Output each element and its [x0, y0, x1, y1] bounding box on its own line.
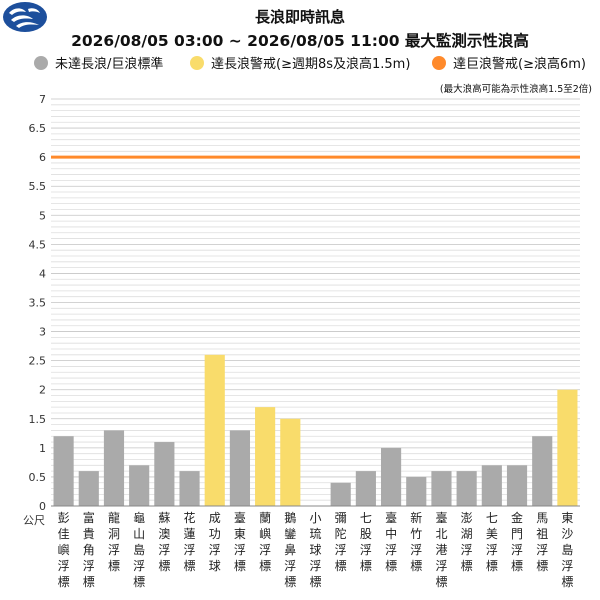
- x-tick-label: 蘇澳浮標: [158, 511, 170, 573]
- x-tick-label: 馬祖浮標: [536, 511, 548, 573]
- x-tick-label: 花蓮浮標: [184, 510, 196, 573]
- chart-note: (最大浪高可能為示性浪高1.5至2倍): [439, 84, 592, 95]
- y-tick-label: 0: [39, 500, 46, 513]
- legend-label-normal: 未達長浪/巨浪標準: [55, 57, 164, 72]
- bar: [557, 389, 578, 506]
- legend-swatch-normal: [34, 55, 48, 70]
- x-tick-label: 澎湖浮標: [461, 511, 473, 573]
- x-tick-label: 新竹浮標: [410, 510, 422, 573]
- bar: [255, 407, 276, 506]
- chart-subtitle: 2026/08/05 03:00 ~ 2026/08/05 11:00 最大監測…: [71, 32, 529, 50]
- bar: [129, 465, 150, 506]
- x-tick-label: 彌陀浮標: [335, 511, 347, 573]
- x-tick-label: 臺中浮標: [385, 510, 397, 573]
- x-tick-label: 富貴角浮標: [83, 510, 95, 589]
- bar: [280, 418, 301, 506]
- legend-label-swell-warning: 達長浪警戒(≥週期8s及浪高1.5m): [211, 57, 411, 72]
- legend: 未達長浪/巨浪標準 達長浪警戒(≥週期8s及浪高1.5m) 達巨浪警戒(≥浪高6…: [0, 53, 600, 73]
- y-tick-label: 6.5: [29, 122, 47, 135]
- y-tick-label: 4: [39, 267, 46, 280]
- chart-title: 長浪即時訊息: [254, 8, 345, 26]
- cwa-logo-icon: [3, 2, 47, 32]
- x-tick-label: 小琉球浮標: [309, 511, 321, 589]
- bar: [431, 471, 452, 506]
- y-tick-label: 2: [39, 384, 46, 397]
- x-tick-label: 彭佳嶼浮標: [58, 511, 70, 589]
- bar: [380, 447, 402, 506]
- bar: [179, 471, 200, 506]
- y-tick-label: 5: [39, 209, 46, 222]
- bar: [355, 471, 376, 506]
- bar: [78, 471, 99, 506]
- y-tick-label: 1: [39, 442, 46, 455]
- y-tick-label: 6: [39, 151, 46, 164]
- bar: [229, 430, 251, 506]
- x-tick-label: 鵝鑾鼻浮標: [284, 511, 296, 589]
- x-tick-label: 七美浮標: [486, 511, 498, 573]
- bar: [154, 442, 175, 506]
- y-tick-label: 2.5: [29, 355, 47, 368]
- x-tick-label: 龜山島浮標: [133, 511, 145, 589]
- y-tick-label: 0.5: [29, 471, 47, 484]
- x-tick-label: 七股浮標: [360, 511, 372, 573]
- legend-label-high-wave-warning: 達巨浪警戒(≥浪高6m): [453, 57, 586, 72]
- bar: [204, 354, 225, 506]
- y-tick-label: 1.5: [29, 413, 47, 426]
- y-tick-label: 3.5: [29, 297, 47, 310]
- y-tick-label: 3: [39, 326, 46, 339]
- y-axis-label: 公尺: [23, 514, 45, 527]
- y-tick-label: 4.5: [29, 238, 47, 251]
- legend-item-normal: 未達長浪/巨浪標準: [34, 53, 163, 72]
- bar: [532, 436, 553, 506]
- bar: [53, 436, 74, 506]
- legend-item-swell-warning: 達長浪警戒(≥週期8s及浪高1.5m): [190, 53, 410, 72]
- y-tick-label: 7: [39, 93, 46, 106]
- x-tick-label: 蘭嶼浮標: [259, 511, 271, 573]
- legend-swatch-high-wave-warning: [432, 55, 446, 70]
- bar: [103, 430, 125, 506]
- legend-item-high-wave-warning: 達巨浪警戒(≥浪高6m): [432, 53, 586, 72]
- x-tick-label: 東沙島浮標: [561, 511, 573, 589]
- x-tick-label: 金門浮標: [511, 510, 523, 573]
- x-tick-label: 龍洞浮標: [108, 510, 120, 573]
- x-tick-label: 臺北港浮標: [435, 510, 447, 589]
- bar: [506, 465, 528, 506]
- bar: [456, 471, 477, 506]
- bar: [406, 476, 427, 506]
- bar: [481, 465, 502, 506]
- bar: [330, 482, 351, 506]
- y-tick-label: 5.5: [29, 180, 47, 193]
- x-tick-label: 臺東浮標: [234, 510, 246, 573]
- legend-swatch-swell-warning: [190, 55, 204, 70]
- x-tick-label: 成功浮球: [209, 511, 221, 573]
